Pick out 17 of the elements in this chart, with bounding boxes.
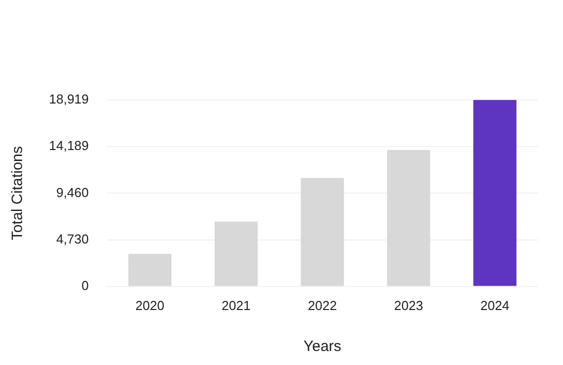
bar (473, 100, 516, 286)
y-axis-title: Total Citations (9, 146, 26, 240)
y-tick-label: 4,730 (56, 231, 89, 246)
bar (387, 150, 430, 286)
x-tick-label: 2021 (222, 298, 251, 313)
y-tick-label: 18,919 (48, 92, 89, 107)
bar (128, 254, 172, 286)
bar (214, 222, 258, 286)
x-tick-label: 2024 (480, 298, 510, 313)
x-tick-label: 2020 (135, 298, 164, 313)
bar (300, 178, 344, 286)
x-tick-label: 2023 (394, 298, 424, 313)
x-tick-label: 2022 (308, 298, 337, 313)
y-tick-label: 9,460 (56, 184, 89, 200)
x-axis-title: Years (303, 338, 342, 356)
y-tick-label: 0 (82, 278, 89, 293)
y-tick-label: 14,189 (48, 138, 89, 154)
